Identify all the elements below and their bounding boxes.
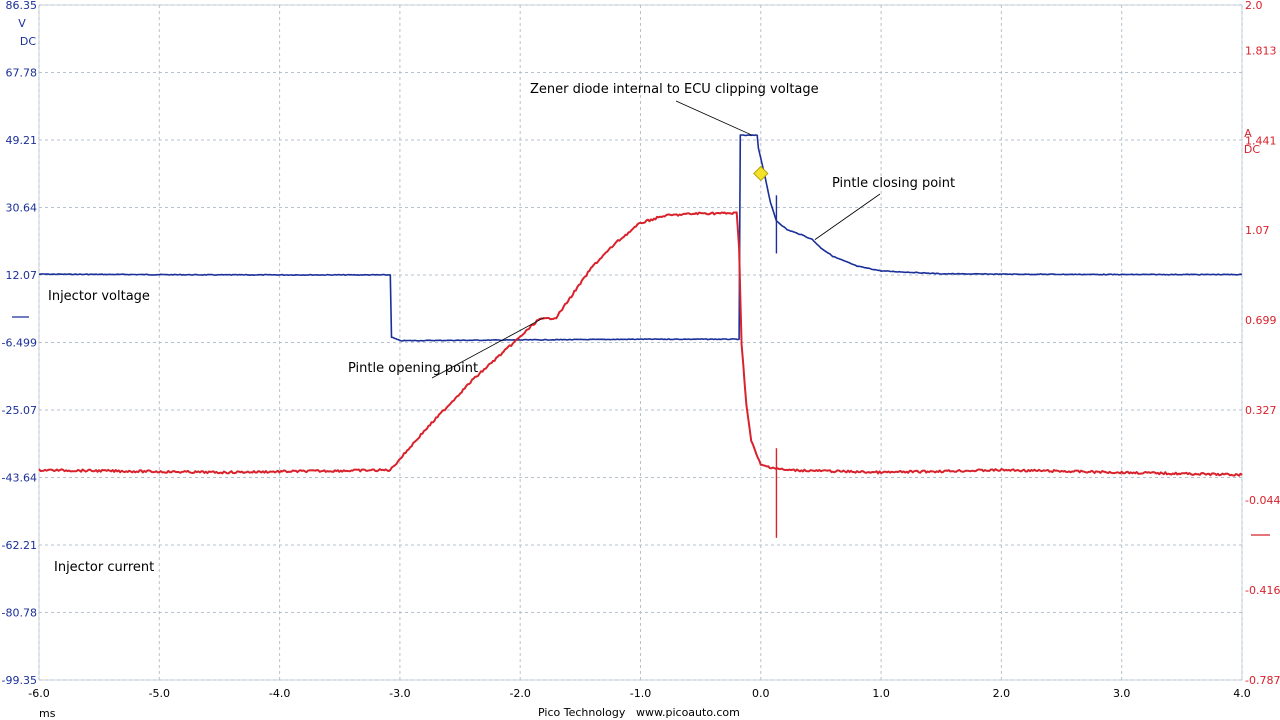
right-axis-unit: A	[1244, 127, 1252, 140]
right-tick-label: -0.416	[1245, 584, 1280, 597]
x-tick-label: -3.0	[389, 687, 410, 700]
right-axis: A DC 2.0 1.813 1.441 1.07 0.699 0.327 -0.044 -0…	[1244, 0, 1280, 687]
left-tick-label: 86.35	[6, 0, 38, 12]
left-tick-label: -6.499	[2, 336, 37, 349]
injector-voltage-trace	[39, 134, 1243, 342]
left-tick-label: -43.64	[2, 472, 37, 485]
pintle-closing-annotation: Pintle closing point	[832, 176, 955, 191]
right-tick-label: 0.699	[1245, 314, 1277, 327]
x-tick-label: 2.0	[993, 687, 1011, 700]
grid	[38, 4, 1243, 681]
x-tick-label: 3.0	[1113, 687, 1131, 700]
website-text: www.picoauto.com	[636, 706, 740, 719]
x-tick-label: 4.0	[1233, 687, 1251, 700]
left-tick-label: 30.64	[6, 202, 38, 215]
annotations: Zener diode internal to ECU clipping vol…	[48, 82, 955, 575]
zener-annotation: Zener diode internal to ECU clipping vol…	[530, 82, 819, 97]
right-tick-label: 1.813	[1245, 44, 1277, 57]
left-tick-label: -62.21	[2, 539, 37, 552]
right-tick-label: 0.327	[1245, 404, 1277, 417]
left-axis: V DC 86.35 67.78 49.21 30.64 12.07 -6.499 -25.…	[2, 0, 37, 687]
injector-current-trace	[38, 211, 1243, 477]
right-tick-label: 1.07	[1245, 224, 1270, 237]
left-axis-coupling: DC	[20, 35, 36, 48]
left-tick-label: -99.35	[2, 674, 37, 687]
trigger-marker[interactable]	[753, 165, 769, 182]
left-tick-label: 49.21	[6, 134, 38, 147]
injector-voltage-label: Injector voltage	[48, 289, 150, 304]
x-tick-label: 0.0	[752, 687, 770, 700]
right-tick-label: -0.044	[1245, 494, 1280, 507]
x-tick-label: -6.0	[28, 687, 49, 700]
right-axis-coupling: DC	[1244, 143, 1260, 156]
pintle-opening-annotation: Pintle opening point	[348, 361, 478, 376]
x-axis: -6.0 -5.0 -4.0 -3.0 -2.0 -1.0 0.0 1.0 2.0 3.0 4.0	[28, 687, 1250, 700]
right-tick-label: 2.0	[1245, 0, 1263, 12]
left-tick-label: -25.07	[2, 404, 37, 417]
footer: ms Pico Technology www.picoauto.com	[39, 706, 740, 720]
right-tick-label: 1.441	[1245, 134, 1277, 147]
left-tick-label: -80.78	[2, 607, 37, 620]
x-axis-unit: ms	[39, 707, 56, 720]
x-tick-label: 1.0	[872, 687, 890, 700]
x-tick-label: -2.0	[509, 687, 530, 700]
x-tick-label: -4.0	[269, 687, 290, 700]
traces	[38, 134, 1243, 538]
x-tick-label: -5.0	[149, 687, 170, 700]
injector-current-label: Injector current	[54, 560, 154, 575]
brand-text: Pico Technology	[538, 706, 626, 719]
x-tick-label: -1.0	[630, 687, 651, 700]
right-tick-label: -0.787	[1245, 674, 1280, 687]
left-tick-label: 67.78	[6, 67, 38, 80]
pintle-closing-annotation-leader	[814, 193, 881, 240]
left-axis-unit: V	[18, 17, 26, 30]
left-tick-label: 12.07	[6, 269, 38, 282]
zener-annotation-leader	[675, 100, 753, 136]
pintle-opening-annotation-leader	[431, 317, 545, 379]
